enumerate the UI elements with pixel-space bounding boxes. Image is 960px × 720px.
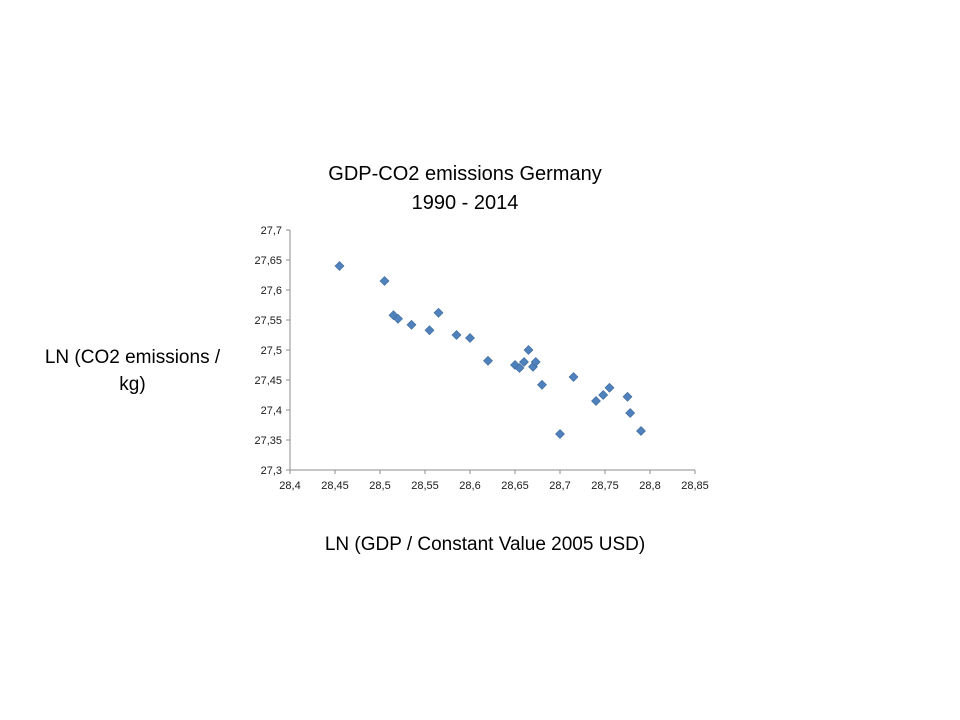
x-tick-label: 28,85 [681, 480, 709, 492]
x-tick-label: 28,7 [549, 480, 570, 492]
y-tick-label: 27,45 [254, 375, 282, 387]
chart-title-line2: 1990 - 2014 [411, 192, 519, 214]
scatter-point [393, 313, 403, 324]
y-tick-label: 27,3 [261, 465, 282, 477]
x-tick-label: 28,4 [279, 480, 300, 492]
y-tick-label: 27,7 [261, 225, 282, 237]
x-axis-label: LN (GDP / Constant Value 2005 USD) [324, 534, 646, 555]
scatter-point [568, 372, 579, 382]
x-tick-label: 28,5 [369, 480, 390, 492]
x-tick-label: 28,45 [321, 480, 349, 492]
y-tick-label: 27,35 [254, 435, 282, 447]
y-tick-label: 27,4 [261, 405, 282, 417]
scatter-point [433, 307, 444, 318]
scatter-point [622, 391, 633, 402]
scatter-point [604, 382, 615, 393]
y-tick-label: 27,65 [254, 255, 282, 267]
scatter-point [379, 276, 390, 286]
scatter-point [555, 429, 565, 439]
scatter-point [334, 261, 345, 271]
scatter-point [598, 390, 609, 400]
y-axis-label: LN (CO2 emissions / kg) [10, 344, 255, 398]
scatter-point [537, 379, 547, 390]
scatter-point [406, 319, 417, 330]
x-tick-label: 28,55 [411, 480, 439, 492]
x-tick-label: 28,8 [639, 480, 660, 492]
y-tick-label: 27,5 [261, 345, 282, 357]
scatter-point [483, 355, 493, 366]
scatter-point [519, 357, 529, 367]
scatter-point [625, 408, 636, 418]
scatter-point [514, 363, 525, 373]
scatter-point [591, 396, 601, 406]
scatter-point [523, 345, 534, 355]
scatter-point [451, 330, 462, 340]
y-tick-label: 27,55 [254, 315, 282, 327]
x-tick-label: 28,6 [459, 480, 480, 492]
chart-title-line1: GDP-CO2 emissions Germany [328, 163, 602, 185]
x-tick-label: 28,65 [501, 480, 529, 492]
chart-title: GDP-CO2 emissions Germany 1990 - 2014 [250, 160, 680, 218]
y-tick-label: 27,6 [261, 285, 282, 297]
scatter-point [424, 325, 435, 336]
x-tick-label: 28,75 [591, 480, 619, 492]
scatter-point [465, 333, 475, 343]
scatter-point [636, 426, 646, 436]
y-axis-label-line1: LN (CO2 emissions / [44, 347, 221, 368]
scatter-point [530, 357, 541, 367]
y-axis-label-line2: kg) [119, 374, 146, 395]
